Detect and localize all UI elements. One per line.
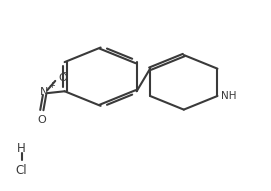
Text: H: H [17, 142, 26, 155]
Text: NH: NH [221, 91, 237, 101]
Text: +: + [48, 81, 55, 90]
Text: Cl: Cl [16, 164, 27, 177]
Text: N: N [40, 87, 49, 97]
Text: O: O [58, 73, 67, 83]
Text: O: O [37, 115, 46, 125]
Text: -: - [63, 67, 66, 77]
